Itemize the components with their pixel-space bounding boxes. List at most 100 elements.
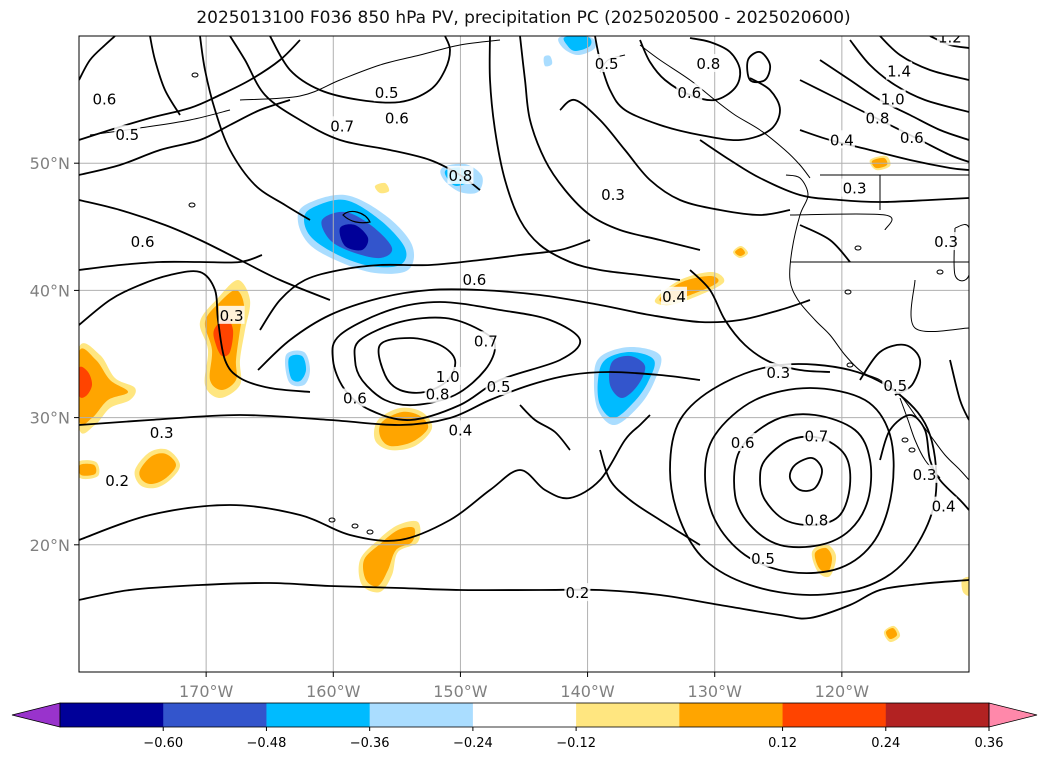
colorbar-frame [59,702,990,728]
contour-label-bg [936,36,963,46]
contour-label-bg [91,89,118,108]
pv-contour [799,129,969,171]
pv-contour [819,59,969,141]
lat-tick-label: 20°N [30,536,70,555]
pv-contour [669,363,938,596]
precipitation-fill-layer [79,36,969,643]
precip-fill-region [885,627,898,640]
contour-label: 0.2 [565,584,589,602]
pv-contour [199,36,311,221]
pv-contour [79,579,969,620]
plot-frame [78,35,970,673]
contour-label-bg [329,116,356,135]
precip-fill-region [543,55,553,67]
contour-label-layer: 0.60.50.50.60.70.80.50.60.81.21.41.00.80… [91,28,963,602]
pv-contour [639,37,742,102]
contour-label-bg [886,61,913,80]
pv-contour [849,39,969,113]
contour-label: 0.5 [375,84,399,102]
contour-label-bg [447,165,474,184]
colorbar-tick-label: 0.12 [768,736,797,751]
lon-tick-label: 170°W [179,682,234,701]
pv-contour [79,99,291,176]
precip-fill-region [563,36,592,52]
contour-label-bg [461,270,488,289]
contour-label-bg [841,178,868,197]
contour-label: 0.8 [804,512,828,530]
colorbar-segments: −0.60−0.48−0.36−0.24−0.120.120.240.360.4… [11,702,1038,751]
contour-label: 0.5 [751,550,775,568]
pv-contour [79,414,651,542]
contour-label: 0.5 [883,377,907,395]
contour-label: 0.7 [474,332,498,350]
pv-contour [79,270,311,393]
pv-contour [689,269,831,373]
precip-fill-region [379,411,429,447]
lon-tick-label: 120°W [815,682,870,701]
lat-tick-label: 30°N [30,409,70,428]
coastline [89,109,231,136]
coastline [639,44,811,179]
island [191,72,199,78]
precip-fill-region [961,576,969,596]
lon-tick-label: 130°W [688,682,743,701]
contour-label-bg [661,286,688,305]
contour-label: 0.7 [330,117,354,135]
colorbar-segment [60,703,164,727]
contour-label: 0.8 [866,110,890,128]
colorbar-segment [369,703,474,727]
pv-contour [149,36,181,116]
island [936,269,944,275]
contour-label: 0.4 [830,131,854,149]
contour-label-bg [930,496,957,515]
contour-label-bg [434,366,461,385]
contour-label-bg [933,232,960,251]
precip-fill-region [79,348,129,426]
precip-contour-outline [342,210,371,224]
contour-label-bg [803,426,830,445]
contour-label: 0.6 [462,271,486,289]
precip-fill-region [609,355,646,398]
pv-contour [594,36,781,142]
pv-contour [949,359,969,421]
coastline [239,39,501,101]
contour-label: 0.6 [92,91,116,109]
contour-label: 1.2 [938,28,962,46]
contour-label-bg [729,433,756,452]
precip-fill-region [374,182,390,194]
island [844,289,852,295]
contour-label: 0.8 [426,386,450,404]
contour-label-bg [864,108,891,127]
contour-label: 0.6 [731,434,755,452]
precip-fill-region [288,354,307,382]
pv-contour [799,224,851,263]
pv-contour [599,449,701,546]
coastline [789,213,893,231]
contour-label-bg [114,125,141,144]
pv-contour [704,387,895,574]
axis-ticks: 170°W 160°W 150°W 140°W 130°W 120°W 50°N 40°N 30… [30,154,870,701]
island [908,447,916,453]
lon-tick-label: 160°W [306,682,361,701]
pv-contour [519,404,571,451]
contour-label: 0.3 [843,180,867,198]
contour-label-bg [129,232,156,251]
island [846,362,854,368]
contour-label: 1.0 [881,91,905,109]
island [901,437,909,443]
contour-label-bg [472,331,499,350]
pv-contour [79,39,301,141]
colorbar-segment [576,703,680,727]
contour-label: 0.3 [601,186,625,204]
contour-label-bg [879,89,906,108]
contour-label: 0.8 [696,55,720,73]
colorbar-segment [679,703,784,727]
contour-label: 0.5 [487,378,511,396]
colorbar-tick-label: −0.12 [556,736,596,751]
contour-label: 0.3 [150,424,174,442]
pv-contour [259,239,591,331]
contour-label-bg [765,363,792,382]
pv-contour [859,343,922,396]
contour-label-bg [676,83,703,102]
